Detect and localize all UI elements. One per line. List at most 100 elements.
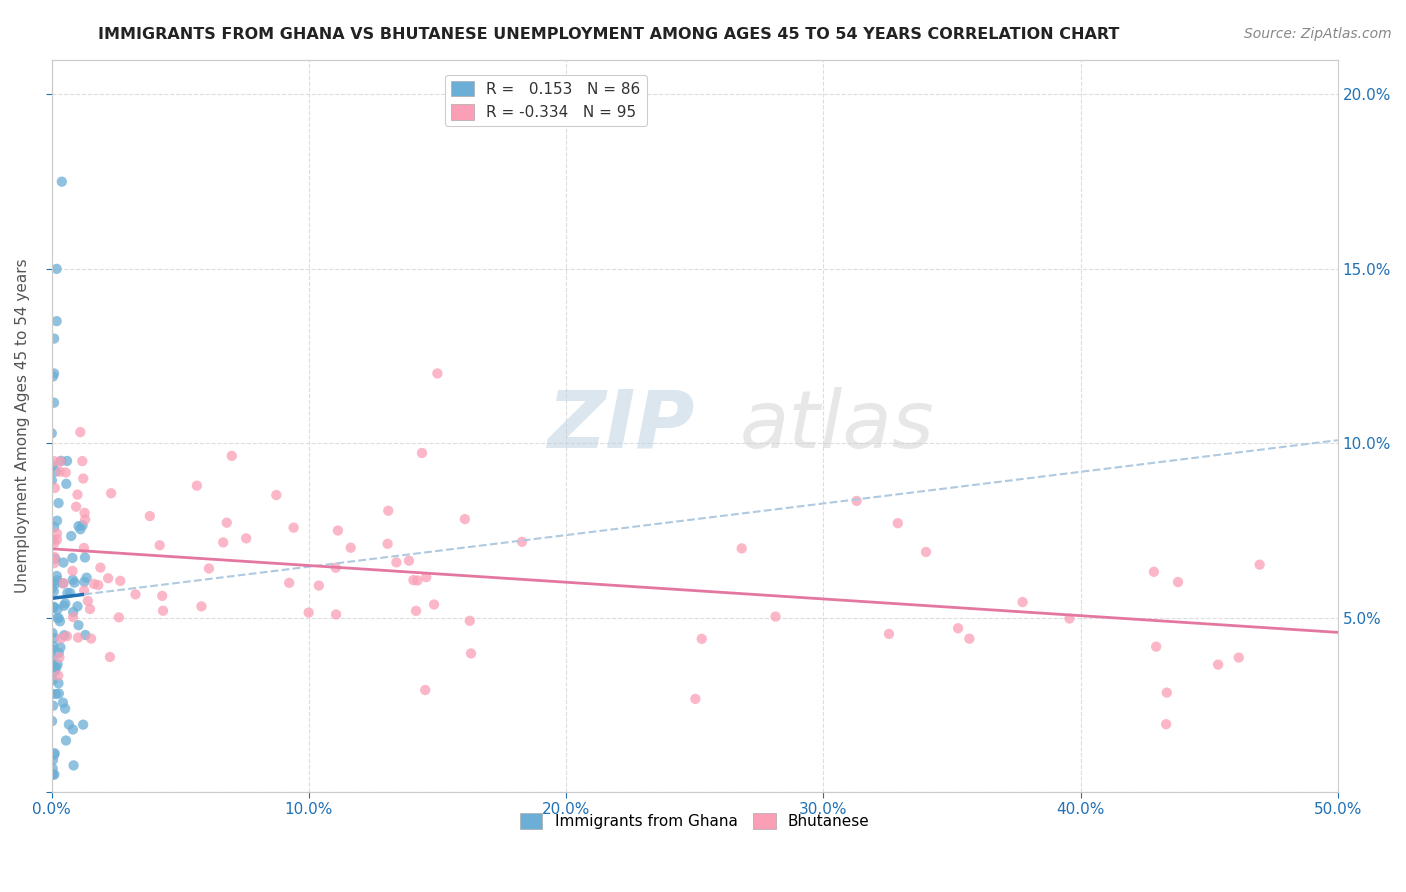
Point xyxy=(460,647,482,661)
Point xyxy=(1249,558,1271,572)
Point xyxy=(65,500,87,514)
Point xyxy=(48,496,70,510)
Point xyxy=(42,584,65,599)
Point xyxy=(67,618,90,632)
Point xyxy=(45,660,67,674)
Point xyxy=(45,314,67,328)
Point xyxy=(44,520,66,534)
Point xyxy=(41,659,63,673)
Point xyxy=(42,753,65,767)
Point xyxy=(398,554,420,568)
Point xyxy=(887,516,910,531)
Point xyxy=(79,602,101,616)
Point xyxy=(510,534,533,549)
Point xyxy=(415,570,437,584)
Point xyxy=(44,747,66,762)
Point xyxy=(41,426,63,441)
Point xyxy=(45,261,67,276)
Point xyxy=(52,576,75,591)
Point xyxy=(690,632,713,646)
Point xyxy=(76,571,98,585)
Point xyxy=(60,551,83,566)
Point xyxy=(41,651,63,665)
Point xyxy=(83,577,105,591)
Point xyxy=(62,723,84,737)
Point xyxy=(957,632,980,646)
Point xyxy=(42,367,65,381)
Point xyxy=(44,746,66,760)
Legend: Immigrants from Ghana, Bhutanese: Immigrants from Ghana, Bhutanese xyxy=(513,807,876,836)
Point xyxy=(915,545,938,559)
Point xyxy=(45,465,67,479)
Point xyxy=(235,532,257,546)
Point xyxy=(51,175,73,189)
Point xyxy=(55,466,77,480)
Point xyxy=(52,576,75,591)
Point xyxy=(44,631,66,645)
Point xyxy=(69,522,91,536)
Point xyxy=(49,454,72,468)
Point xyxy=(685,691,707,706)
Point xyxy=(67,631,90,645)
Point xyxy=(339,541,361,555)
Point xyxy=(45,569,67,583)
Point xyxy=(385,556,408,570)
Point xyxy=(44,577,66,591)
Point xyxy=(42,458,65,473)
Text: atlas: atlas xyxy=(740,387,935,465)
Point xyxy=(46,514,69,528)
Point xyxy=(98,650,121,665)
Point xyxy=(41,626,63,640)
Point xyxy=(41,582,63,596)
Point xyxy=(41,687,63,701)
Point xyxy=(108,610,131,624)
Point xyxy=(62,564,84,578)
Point xyxy=(52,556,75,570)
Point xyxy=(73,550,96,565)
Point xyxy=(53,599,76,613)
Point xyxy=(72,454,94,468)
Point xyxy=(42,369,65,384)
Point xyxy=(69,425,91,439)
Point xyxy=(76,594,98,608)
Point xyxy=(1156,685,1178,699)
Point xyxy=(458,614,481,628)
Point xyxy=(42,599,65,614)
Point xyxy=(42,601,65,615)
Point xyxy=(45,533,67,547)
Point xyxy=(41,474,63,488)
Point xyxy=(42,556,65,570)
Point xyxy=(41,642,63,657)
Point xyxy=(42,673,65,687)
Point xyxy=(298,606,321,620)
Point xyxy=(42,600,65,615)
Point xyxy=(731,541,754,556)
Point xyxy=(423,598,446,612)
Point xyxy=(100,486,122,500)
Point xyxy=(41,533,63,547)
Point xyxy=(48,676,70,690)
Point xyxy=(49,640,72,655)
Point xyxy=(66,599,89,614)
Point xyxy=(149,538,172,552)
Text: ZIP: ZIP xyxy=(547,387,695,465)
Point xyxy=(72,717,94,731)
Point xyxy=(73,574,96,589)
Point xyxy=(48,650,70,665)
Point xyxy=(73,506,96,520)
Point xyxy=(377,504,399,518)
Point xyxy=(80,632,103,646)
Point xyxy=(377,537,399,551)
Point xyxy=(60,529,83,543)
Point xyxy=(42,395,65,409)
Point xyxy=(326,524,349,538)
Point xyxy=(49,454,72,468)
Point xyxy=(426,367,449,381)
Point xyxy=(49,615,72,629)
Point xyxy=(278,575,301,590)
Point xyxy=(406,574,429,588)
Point xyxy=(44,551,66,566)
Point xyxy=(845,494,868,508)
Point xyxy=(44,767,66,781)
Point xyxy=(46,574,69,588)
